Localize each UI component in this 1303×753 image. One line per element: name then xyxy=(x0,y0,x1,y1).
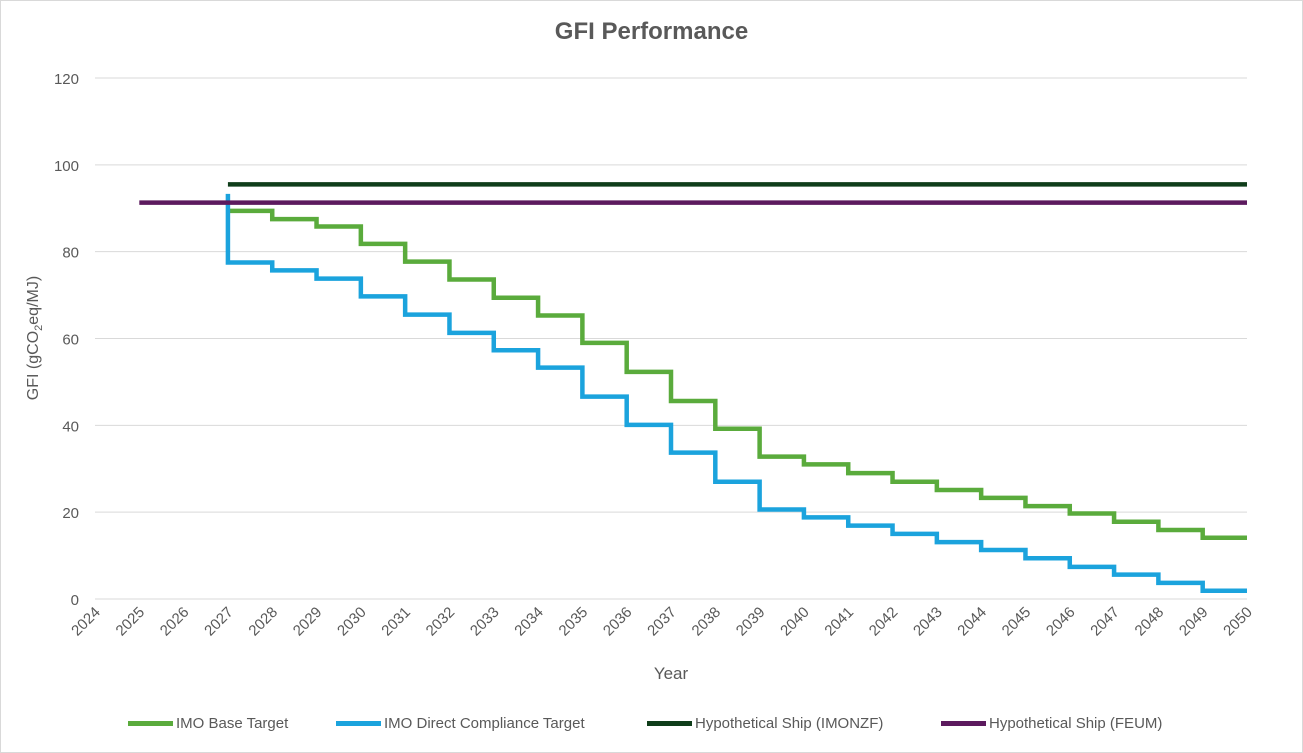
x-tick-label: 2025 xyxy=(113,604,149,640)
x-axis-ticks: 2024 2025 2026 2027 2028 2029 2030 2031 2032 2033… xyxy=(68,604,1256,640)
y-axis-label-tail: eq/MJ) xyxy=(25,276,42,325)
y-tick-label: 120 xyxy=(54,71,79,88)
x-tick-label: 2030 xyxy=(334,604,370,640)
y-axis-label-subscript: 2 xyxy=(33,325,45,331)
x-tick-label: 2047 xyxy=(1087,604,1123,640)
legend-item-direct: IMO Direct Compliance Target xyxy=(336,712,585,734)
legend-item-feum: Hypothetical Ship (FEUM) xyxy=(941,712,1162,734)
y-tick-label: 20 xyxy=(62,505,79,522)
x-tick-label: 2040 xyxy=(777,604,813,640)
legend-item-base: IMO Base Target xyxy=(128,712,288,734)
x-tick-label: 2024 xyxy=(68,604,104,640)
x-tick-label: 2026 xyxy=(157,604,193,640)
x-tick-label: 2028 xyxy=(245,604,281,640)
y-axis-ticks: 0 20 40 60 80 100 120 xyxy=(54,71,79,609)
legend-label-imonzf: Hypothetical Ship (IMONZF) xyxy=(695,714,884,732)
x-tick-label: 2042 xyxy=(866,604,902,640)
series-line-0 xyxy=(227,208,1247,541)
x-tick-label: 2038 xyxy=(689,604,725,640)
y-axis-label: GFI (gCO2eq/MJ) xyxy=(25,276,45,400)
x-tick-label: 2029 xyxy=(290,604,326,640)
legend-swatch-base xyxy=(128,720,173,726)
gridlines xyxy=(95,77,1247,600)
x-tick-label: 2048 xyxy=(1132,604,1168,640)
legend: IMO Base Target IMO Direct Compliance Ta… xyxy=(0,712,1303,734)
y-tick-label: 80 xyxy=(62,245,79,262)
chart-title: GFI Performance xyxy=(554,18,749,45)
x-axis-label: Year xyxy=(654,664,689,683)
legend-swatch-imonzf xyxy=(647,720,692,726)
legend-label-feum: Hypothetical Ship (FEUM) xyxy=(989,714,1163,732)
y-tick-label: 0 xyxy=(71,592,79,609)
legend-swatch-feum xyxy=(941,720,986,726)
x-tick-label: 2036 xyxy=(600,604,636,640)
x-tick-label: 2033 xyxy=(467,604,503,640)
y-tick-label: 40 xyxy=(62,418,79,435)
x-tick-label: 2032 xyxy=(423,604,459,640)
x-tick-label: 2043 xyxy=(910,604,946,640)
y-tick-label: 100 xyxy=(54,158,79,175)
x-tick-label: 2039 xyxy=(733,604,769,640)
x-tick-label: 2045 xyxy=(999,604,1035,640)
legend-label-direct: IMO Direct Compliance Target xyxy=(384,714,585,732)
x-tick-label: 2034 xyxy=(511,604,547,640)
legend-swatch-direct xyxy=(336,720,381,726)
x-tick-label: 2049 xyxy=(1176,604,1212,640)
x-tick-label: 2041 xyxy=(821,604,857,640)
x-tick-label: 2031 xyxy=(378,604,414,640)
x-tick-label: 2044 xyxy=(954,604,990,640)
x-tick-label: 2046 xyxy=(1043,604,1079,640)
y-tick-label: 60 xyxy=(62,332,79,349)
legend-item-imonzf: Hypothetical Ship (IMONZF) xyxy=(647,712,883,734)
x-tick-label: 2050 xyxy=(1220,604,1256,640)
y-axis-label-main: GFI (gCO xyxy=(25,331,42,400)
series-lines xyxy=(139,182,1247,594)
legend-label-base: IMO Base Target xyxy=(176,714,289,732)
x-tick-label: 2035 xyxy=(556,604,592,640)
x-tick-label: 2037 xyxy=(644,604,680,640)
series-line-1 xyxy=(225,193,1247,594)
x-tick-label: 2027 xyxy=(201,604,237,640)
